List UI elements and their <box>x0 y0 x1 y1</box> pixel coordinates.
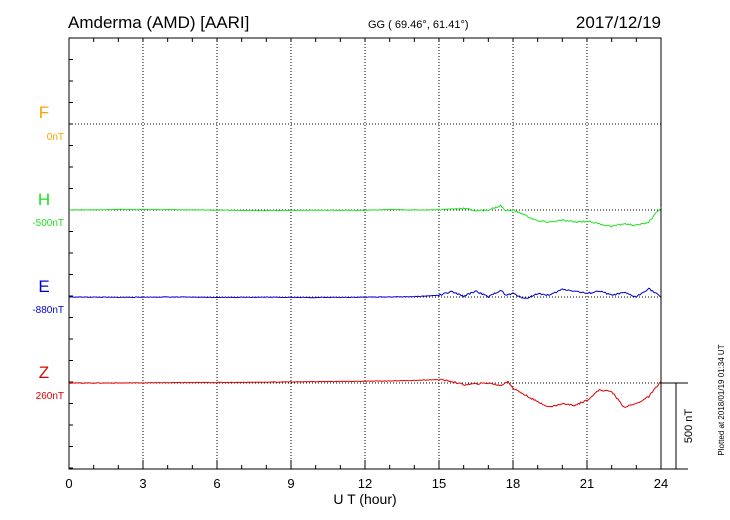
x-tick-label: 18 <box>506 476 520 491</box>
scale-bar <box>661 382 688 470</box>
plotted-timestamp: Plotted at 2018/01/19 01:34 UT <box>717 344 726 455</box>
baseline-label-z: 260nT <box>36 391 64 402</box>
component-label-h: H <box>38 190 50 209</box>
baseline-label-f: 0nT <box>47 132 64 143</box>
component-labels: F 0nT H -500nT E -880nT Z 260nT <box>32 103 64 402</box>
x-tick-labels: 0 3 6 9 12 15 18 21 24 <box>65 476 668 491</box>
trace-h <box>68 204 662 228</box>
x-tick-label: 21 <box>580 476 594 491</box>
x-tick-label: 15 <box>432 476 446 491</box>
grid-lines <box>69 38 661 469</box>
scale-bar-label: 500 nT <box>683 409 695 444</box>
data-traces <box>68 204 662 408</box>
trace-e <box>68 287 661 299</box>
x-tick-label: 3 <box>139 476 146 491</box>
chart-title: Amderma (AMD) [AARI] <box>68 13 249 32</box>
axis-ticks <box>68 38 662 469</box>
x-tick-label: 6 <box>213 476 220 491</box>
component-label-e: E <box>38 277 49 296</box>
x-tick-label: 0 <box>65 476 72 491</box>
chart-date: 2017/12/19 <box>576 13 661 32</box>
x-tick-label: 9 <box>287 476 294 491</box>
component-label-f: F <box>39 103 49 122</box>
x-tick-label: 12 <box>358 476 372 491</box>
station-coordinates: GG ( 69.46°, 61.41°) <box>368 19 469 31</box>
component-label-z: Z <box>39 363 49 382</box>
x-axis-label: U T (hour) <box>333 491 396 507</box>
trace-z <box>69 378 662 408</box>
baseline-label-h: -500nT <box>32 218 64 229</box>
x-tick-label: 24 <box>654 476 668 491</box>
baseline-label-e: -880nT <box>32 305 64 316</box>
